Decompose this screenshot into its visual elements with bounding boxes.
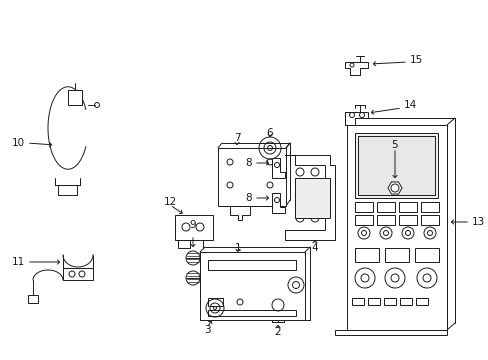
Polygon shape <box>345 112 367 125</box>
Bar <box>383 298 395 305</box>
Bar <box>294 178 329 218</box>
Bar <box>178 240 190 248</box>
Text: 3: 3 <box>203 325 210 335</box>
Bar <box>414 248 438 262</box>
Polygon shape <box>345 62 367 75</box>
Bar <box>354 248 378 262</box>
Text: 2: 2 <box>274 327 281 337</box>
Bar <box>346 125 446 330</box>
Bar <box>354 133 437 198</box>
Text: 15: 15 <box>409 55 423 65</box>
Bar <box>398 215 416 225</box>
Bar <box>367 298 379 305</box>
Text: 10: 10 <box>12 138 25 148</box>
Bar <box>68 90 82 105</box>
Polygon shape <box>285 155 334 240</box>
Text: 8: 8 <box>245 158 251 168</box>
Bar <box>218 148 285 206</box>
Bar <box>415 298 427 305</box>
Bar <box>28 295 38 303</box>
Bar <box>354 202 372 212</box>
Text: 13: 13 <box>471 217 484 227</box>
Bar <box>376 202 394 212</box>
Bar <box>420 202 438 212</box>
Text: 7: 7 <box>233 133 240 143</box>
Text: 4: 4 <box>311 243 318 253</box>
Bar <box>207 260 295 270</box>
Bar <box>357 136 434 195</box>
Polygon shape <box>387 182 401 194</box>
Text: 12: 12 <box>163 197 176 207</box>
Bar <box>200 252 305 320</box>
Bar <box>63 268 93 280</box>
Polygon shape <box>271 158 285 178</box>
Text: 6: 6 <box>266 128 273 138</box>
Text: 11: 11 <box>12 257 25 267</box>
Bar <box>58 185 77 195</box>
Bar <box>399 298 411 305</box>
Text: 14: 14 <box>403 100 416 110</box>
Bar <box>351 298 363 305</box>
Text: 8: 8 <box>245 193 251 203</box>
Bar <box>207 298 223 306</box>
Text: 9: 9 <box>189 220 196 230</box>
Bar <box>420 215 438 225</box>
Bar <box>207 310 295 316</box>
Bar <box>354 215 372 225</box>
Bar <box>384 248 408 262</box>
Bar <box>376 215 394 225</box>
Polygon shape <box>334 125 446 335</box>
Polygon shape <box>271 193 285 213</box>
Bar <box>175 215 213 240</box>
Text: 5: 5 <box>391 140 398 150</box>
Text: 1: 1 <box>234 243 241 253</box>
Bar <box>398 202 416 212</box>
Polygon shape <box>229 206 249 220</box>
